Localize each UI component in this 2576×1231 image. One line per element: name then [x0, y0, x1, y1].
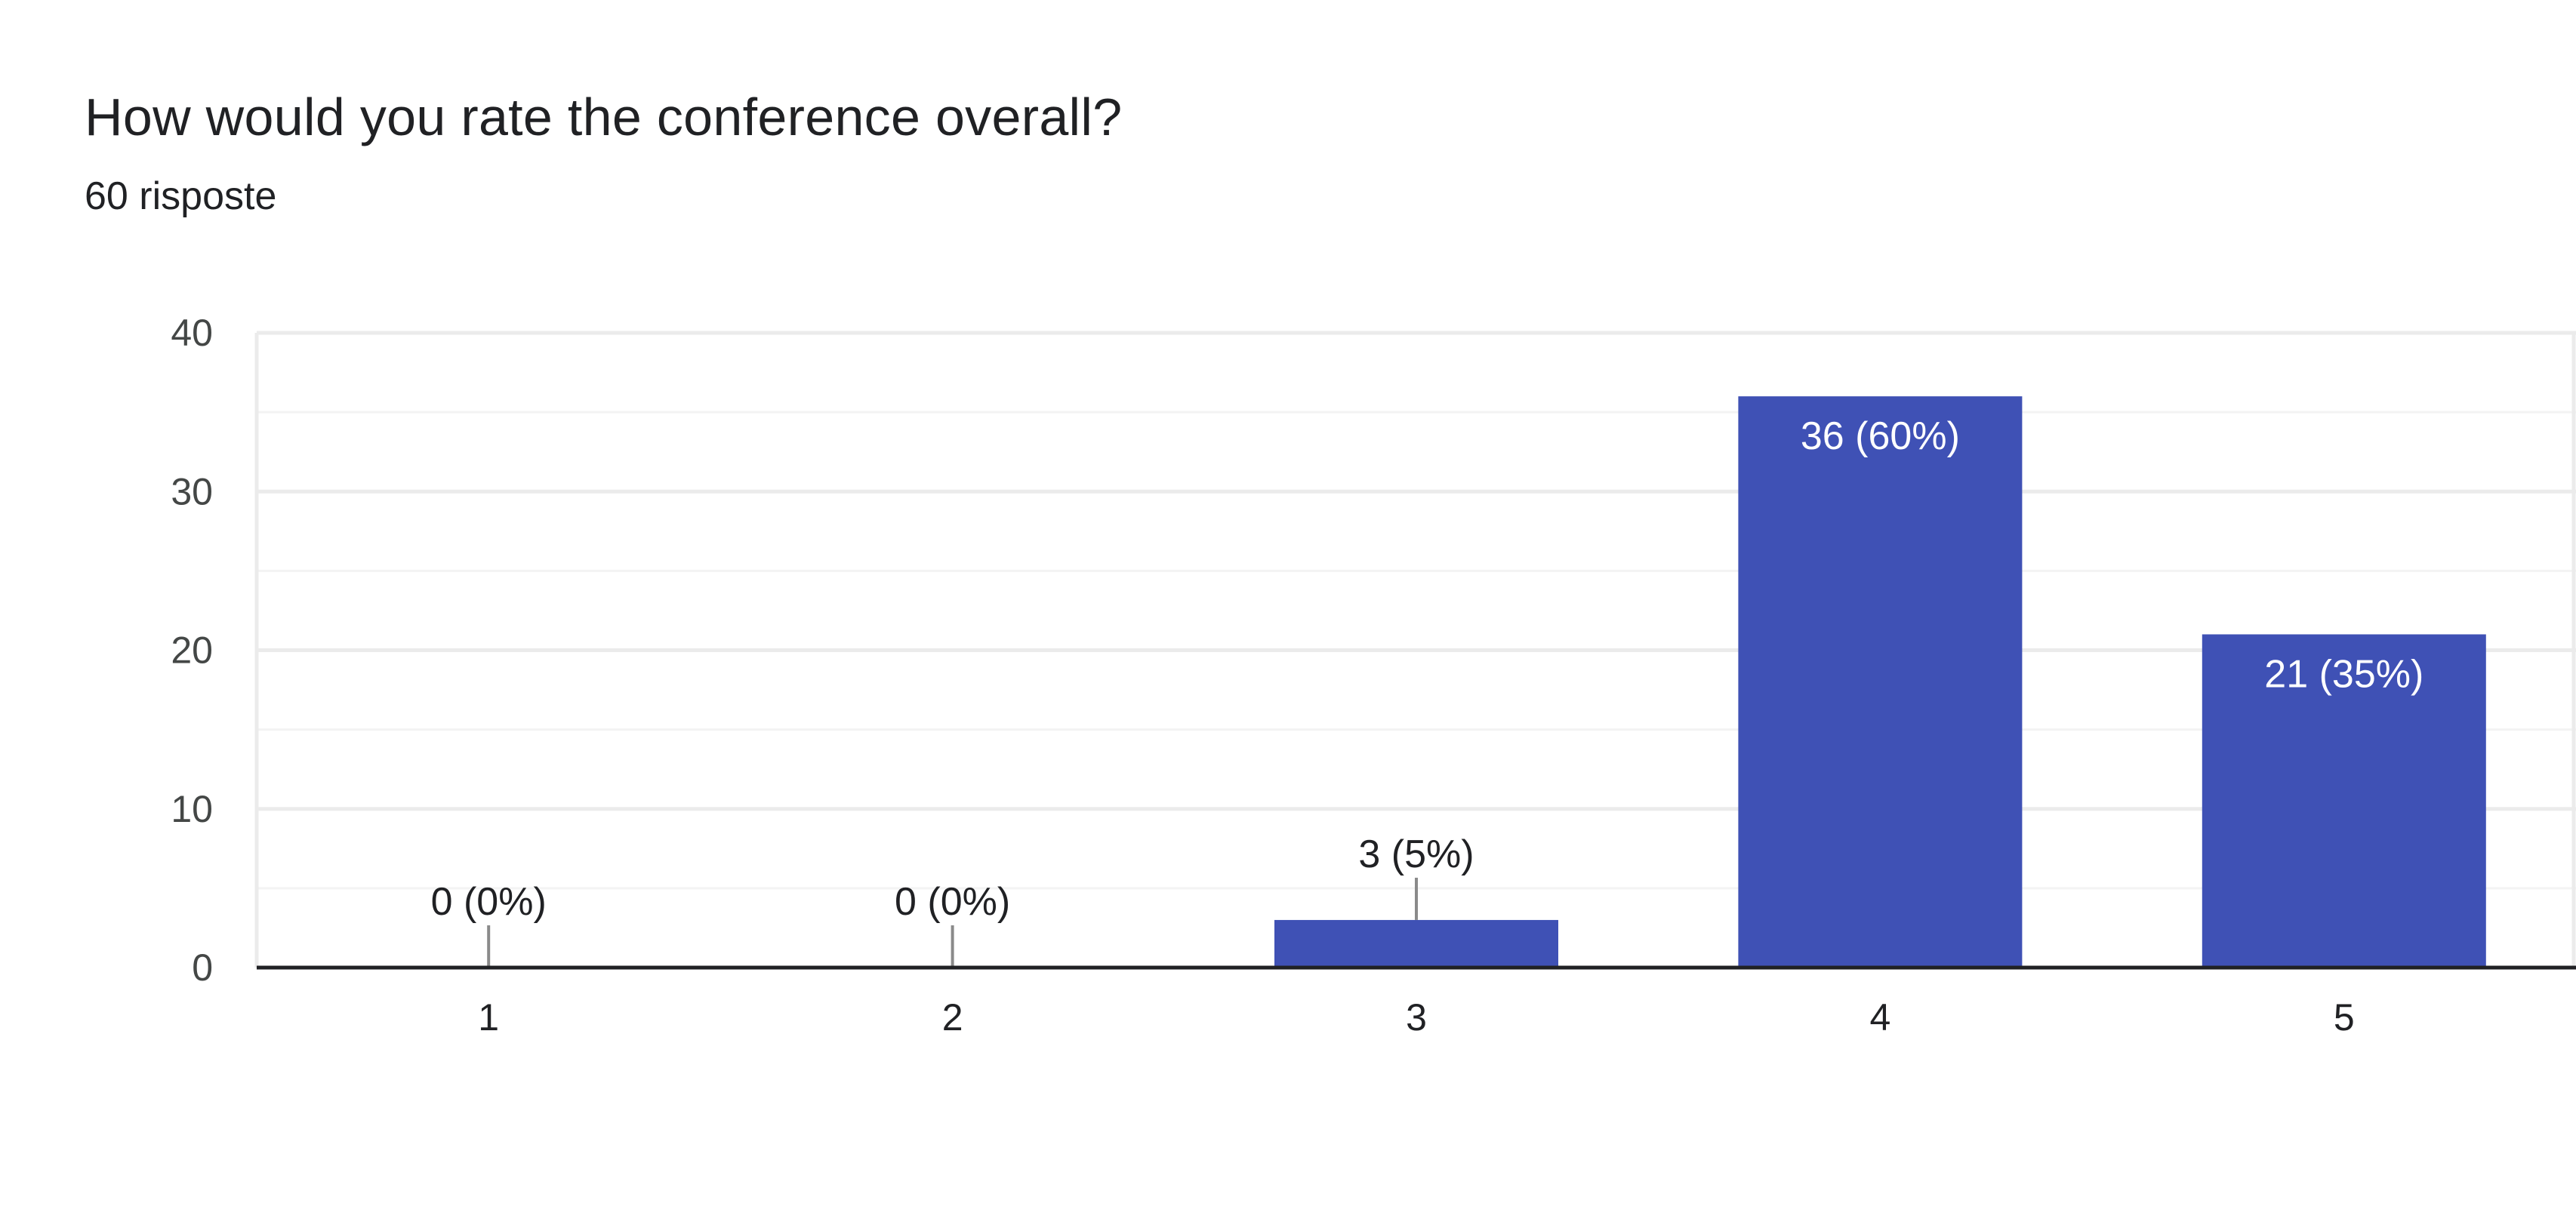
data-label: 3 (5%)	[1358, 832, 1474, 876]
y-tick-label: 30	[171, 470, 213, 512]
bar	[1738, 396, 2023, 968]
x-tick-label: 5	[2334, 996, 2355, 1039]
y-tick-label: 20	[171, 629, 213, 672]
x-tick-label: 4	[1869, 996, 1890, 1039]
data-label: 21 (35%)	[2264, 652, 2423, 696]
x-tick-label: 1	[478, 996, 499, 1039]
bar	[2202, 634, 2486, 968]
y-tick-label: 40	[171, 312, 213, 354]
data-label: 0 (0%)	[431, 880, 547, 924]
y-tick-label: 0	[192, 946, 213, 989]
response-count: 60 risposte	[85, 174, 277, 218]
question-title: How would you rate the conference overal…	[85, 88, 1123, 146]
data-label: 36 (60%)	[1801, 414, 1960, 458]
x-tick-label: 3	[1406, 996, 1427, 1039]
x-tick-label: 2	[942, 996, 963, 1039]
bar	[1274, 919, 1558, 968]
y-tick-label: 10	[171, 788, 213, 830]
data-label: 0 (0%)	[895, 880, 1010, 924]
